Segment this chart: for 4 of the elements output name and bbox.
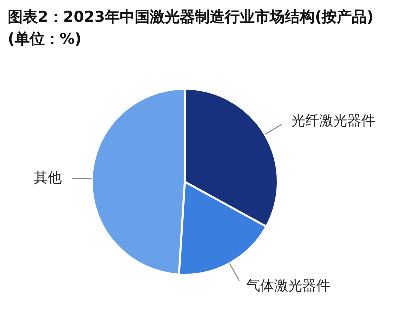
slice-label: 其他 bbox=[34, 170, 62, 186]
chart-title: 图表2：2023年中国激光器制造行业市场结构(按产品)(单位：%) bbox=[8, 7, 375, 50]
slice-label: 光纤激光器件 bbox=[291, 113, 376, 130]
slice-label: 气体激光器件 bbox=[246, 278, 330, 294]
